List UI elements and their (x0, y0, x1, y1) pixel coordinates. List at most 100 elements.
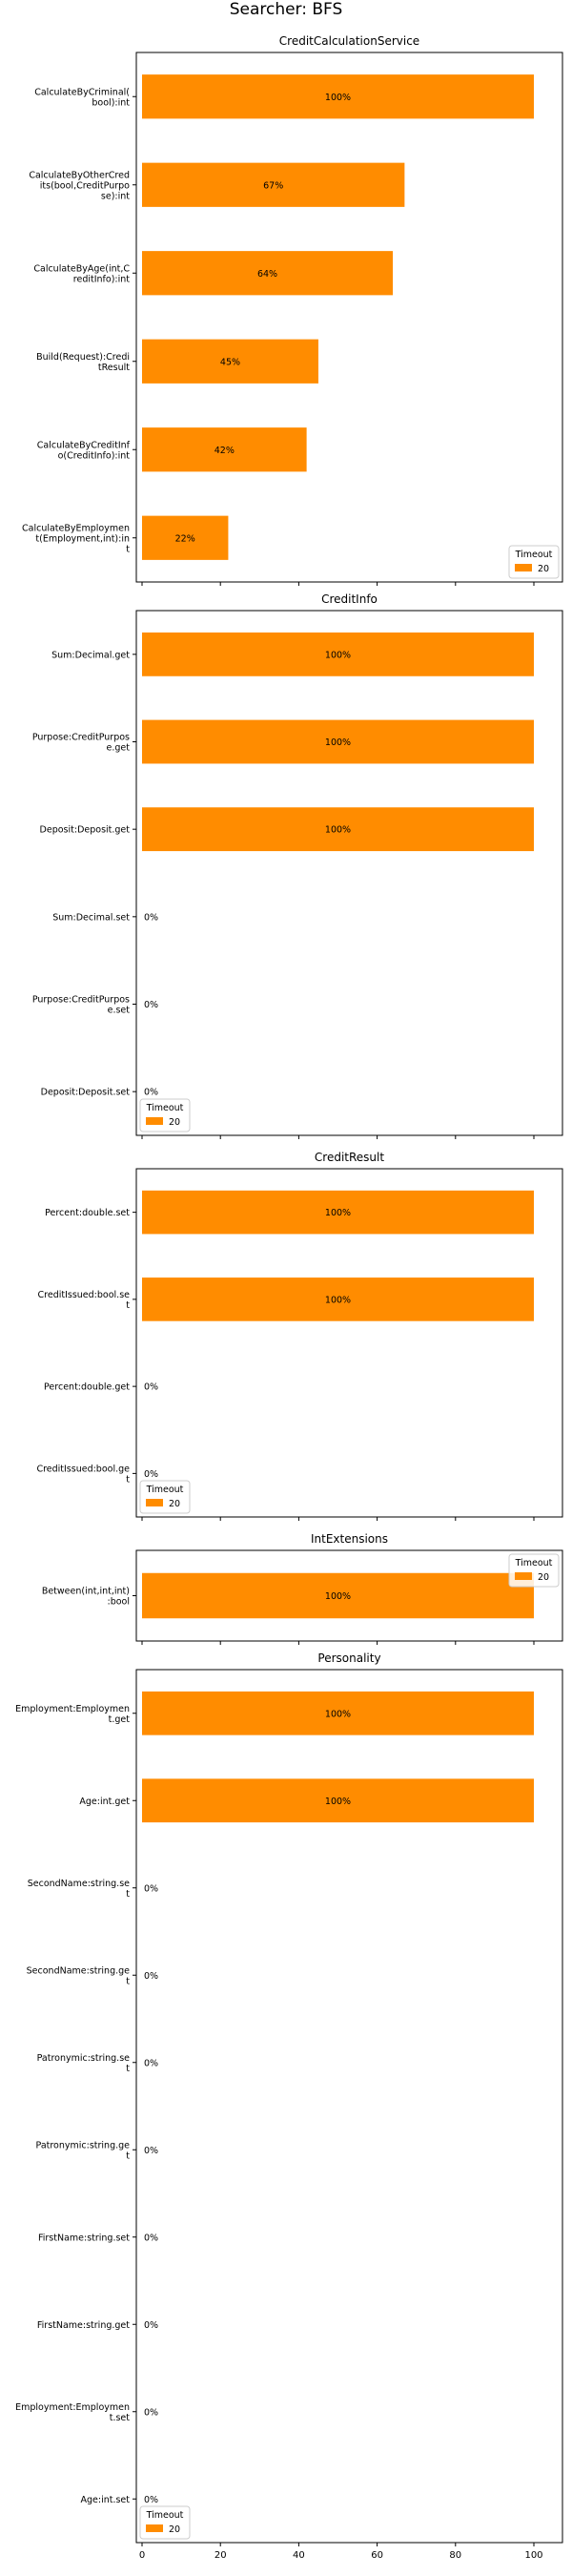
y-tick-label: CalculateByAge(int,C reditInfo):int (33, 263, 130, 284)
x-tick-label: 80 (449, 2550, 461, 2561)
data-label: 0% (144, 2146, 158, 2156)
panel-title: CreditInfo (321, 592, 378, 606)
panel-title: Personality (317, 1652, 380, 1665)
data-label: 100% (325, 1208, 351, 1218)
x-tick-label: 60 (371, 2550, 383, 2561)
data-label: 64% (257, 269, 277, 280)
x-tick-label: 0 (139, 2550, 145, 2561)
data-label: 100% (325, 1295, 351, 1305)
y-tick-label: Employment:Employmen t.get (15, 1704, 130, 1725)
y-tick-label: CalculateByCriminal(bool):int (34, 87, 130, 108)
data-label: 0% (144, 2495, 158, 2505)
chart-panel-0: CreditCalculationService CalculateByCrimi… (22, 34, 563, 586)
axes-frame (135, 1669, 563, 2544)
y-tick-label: Deposit:Deposit.get (40, 825, 131, 836)
data-label: 100% (325, 93, 351, 103)
data-label: 42% (214, 446, 235, 456)
legend-title: Timeout (146, 1485, 184, 1495)
bar (142, 251, 394, 296)
y-tick-label: CalculateByEmploymen t(Employment,int):in… (22, 523, 130, 554)
y-tick-label: Employment:Employmen t.set (15, 2402, 130, 2423)
bar (142, 807, 534, 852)
bar (142, 1278, 534, 1321)
bar (142, 1691, 534, 1735)
x-tick-label: 40 (293, 2550, 305, 2561)
y-tick-label: Age:int.set (81, 2495, 131, 2505)
data-label: 100% (325, 1709, 351, 1719)
panel-title: CreditResult (315, 1151, 384, 1164)
data-label: 67% (263, 180, 283, 191)
chart-panel-2: CreditResult Percent:double.set 100% Credit… (36, 1151, 563, 1521)
bar (142, 1190, 534, 1235)
data-label: 0% (144, 1883, 158, 1894)
chart-panel-3: IntExtensions Between(int,int,int):bool 10… (42, 1532, 563, 1645)
legend-swatch (515, 1572, 532, 1580)
y-tick-label: Deposit:Deposit.set (41, 1088, 131, 1098)
y-tick-label: CreditIssued:bool.ge t (36, 1464, 130, 1485)
data-label: 0% (144, 2320, 158, 2331)
data-label: 0% (144, 1469, 158, 1480)
bar (142, 1778, 534, 1823)
legend-swatch (146, 1499, 163, 1506)
legend-label: 20 (169, 1117, 180, 1128)
data-label: 100% (325, 650, 351, 660)
data-label: 100% (325, 1797, 351, 1807)
y-tick-label: FirstName:string.get (37, 2320, 130, 2331)
data-label: 0% (144, 1088, 158, 1098)
y-tick-label: Patronymic:string.ge t (36, 2140, 131, 2161)
axes-frame (135, 52, 563, 583)
data-label: 100% (325, 737, 351, 748)
y-tick-label: CalculateByOtherCred its(bool,CreditPurpo… (29, 170, 130, 201)
legend-label: 20 (538, 1572, 549, 1583)
y-tick-label: Percent:double.set (45, 1208, 130, 1218)
bar (142, 427, 307, 472)
data-label: 0% (144, 912, 158, 923)
bar (142, 719, 534, 764)
y-tick-label: SecondName:string.se t (28, 1879, 131, 1900)
legend-title: Timeout (515, 1558, 553, 1568)
data-label: 0% (144, 2058, 158, 2068)
legend: Timeout 20 (508, 545, 560, 579)
data-label: 0% (144, 1382, 158, 1393)
y-tick-label: Sum:Decimal.set (52, 912, 130, 923)
bar (142, 1572, 534, 1619)
legend-title: Timeout (515, 550, 553, 560)
legend-label: 20 (538, 564, 549, 574)
bar (142, 632, 534, 676)
panel-title: CreditCalculationService (279, 34, 419, 48)
y-tick-label: CreditIssued:bool.se t (38, 1290, 131, 1311)
legend-title: Timeout (146, 2510, 184, 2521)
panel-title: IntExtensions (311, 1532, 388, 1546)
y-tick-label: Patronymic:string.se t (37, 2053, 131, 2074)
y-tick-label: Purpose:CreditPurpos e.set (32, 995, 130, 1016)
y-tick-label: SecondName:string.ge t (27, 1965, 131, 1986)
y-tick-label: Build(Request):Credi tResult (36, 352, 130, 373)
data-label: 45% (220, 357, 240, 367)
data-label: 22% (175, 533, 195, 544)
legend-label: 20 (169, 2524, 180, 2535)
x-tick-label: 20 (214, 2550, 227, 2561)
y-tick-label: Between(int,int,int):bool (42, 1587, 130, 1608)
y-tick-label: Purpose:CreditPurpos e.get (32, 733, 130, 754)
data-label: 0% (144, 1000, 158, 1010)
data-label: 0% (144, 1971, 158, 1982)
chart-panel-1: CreditInfo Sum:Decimal.get 100% Purpose:Cre… (32, 592, 563, 1139)
data-label: 100% (325, 1591, 351, 1602)
axes-frame (135, 1168, 563, 1518)
axes-frame (135, 610, 563, 1136)
legend-label: 20 (169, 1499, 180, 1509)
y-tick-label: Sum:Decimal.get (51, 650, 130, 660)
legend-swatch (146, 2524, 163, 2532)
bar (142, 162, 405, 207)
bar (142, 339, 318, 384)
bar (142, 74, 534, 119)
legend-swatch (146, 1117, 163, 1125)
legend-swatch (515, 564, 532, 571)
legend: Timeout 20 (139, 1098, 191, 1132)
data-label: 100% (325, 825, 351, 836)
data-label: 0% (144, 2233, 158, 2243)
y-tick-label: Age:int.get (79, 1797, 130, 1807)
figure-title: Searcher: BFS (229, 0, 343, 19)
legend: Timeout 20 (139, 2505, 191, 2540)
